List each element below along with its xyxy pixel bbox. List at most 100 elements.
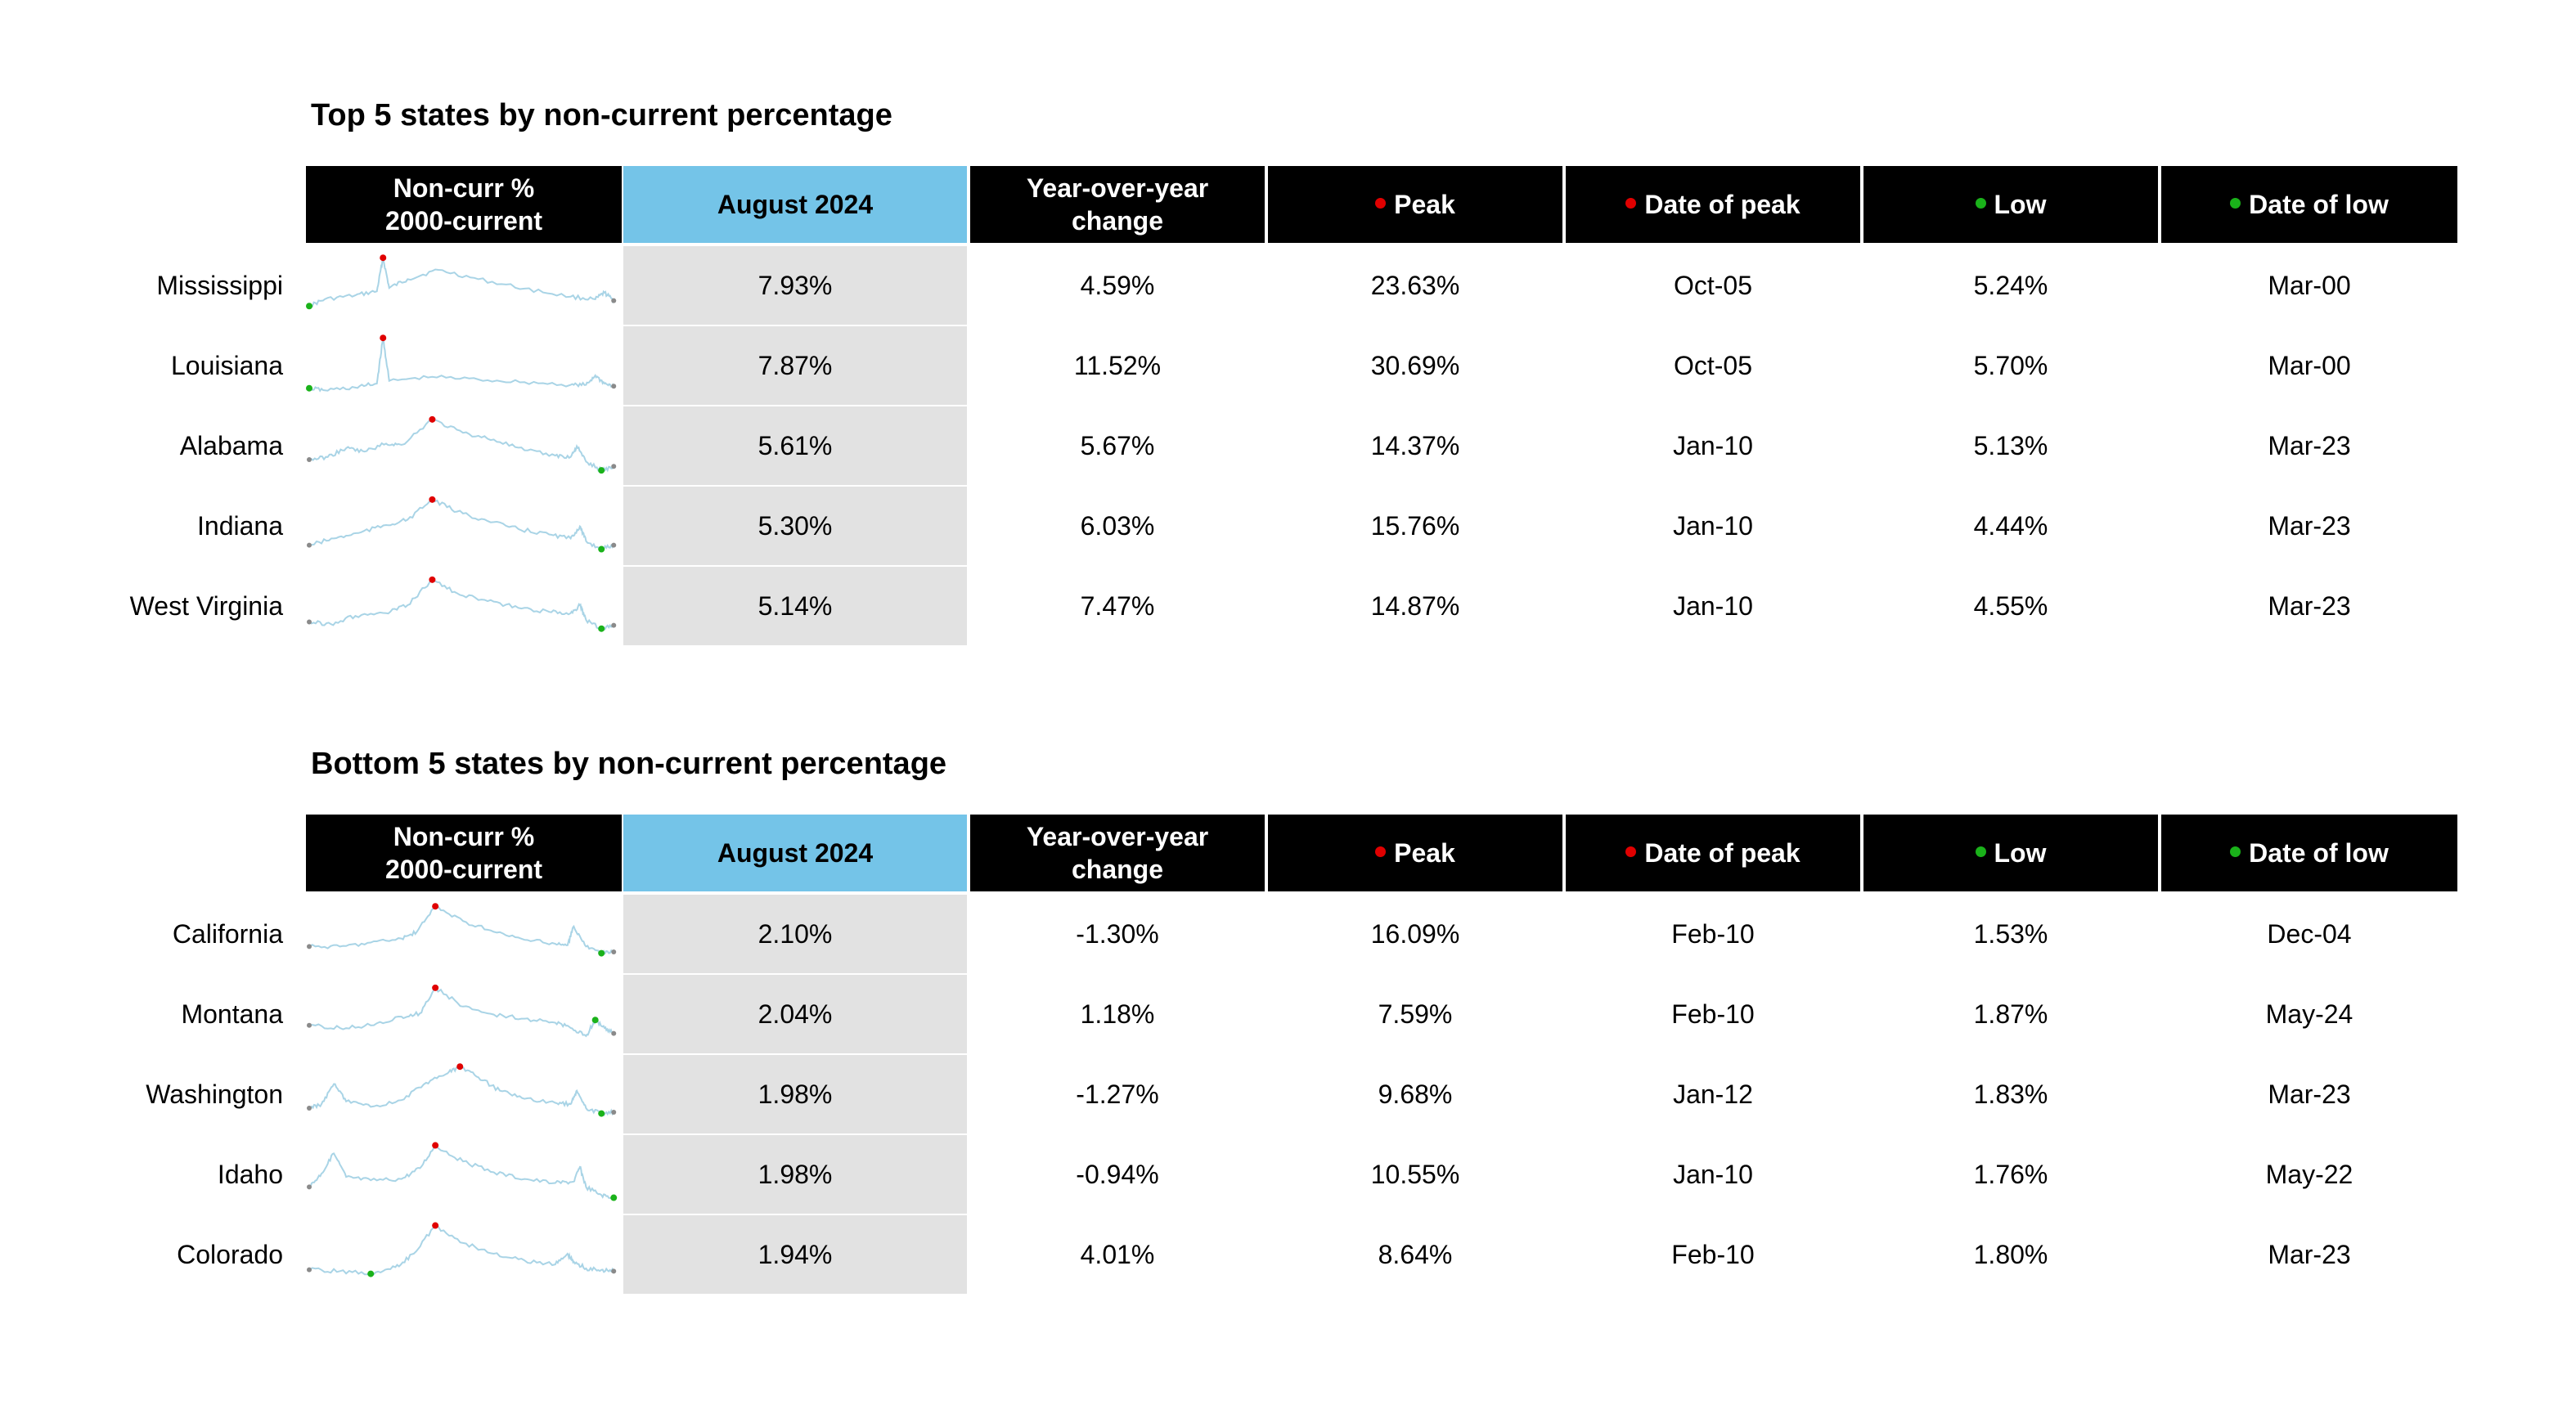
table-row: Louisiana 7.87% 11.52% 30.69% Oct-05 5.7… [0, 326, 2576, 405]
current-value: 1.98% [623, 1055, 967, 1133]
table-row: Colorado 1.94% 4.01% 8.64% Feb-10 1.80% … [0, 1215, 2576, 1294]
sparkline-series [308, 905, 614, 956]
sparkline-low-point [598, 625, 605, 632]
section-title: Top 5 states by non-current percentage [311, 98, 892, 132]
peak-value: 7.59% [1378, 999, 1453, 1029]
low-marker-icon [2230, 846, 2241, 857]
state-name: Idaho [217, 1160, 283, 1189]
yoy-value: -1.27% [1076, 1080, 1159, 1109]
table-row: Montana 2.04% 1.18% 7.59% Feb-10 1.87% M… [0, 975, 2576, 1053]
header-sparkline-line2: 2000-current [384, 855, 543, 884]
low-value: 1.87% [1973, 999, 2048, 1029]
yoy-value: 6.03% [1080, 511, 1155, 541]
sparkline [307, 576, 617, 632]
header-yoy: Year-over-year change [970, 815, 1265, 891]
sparkline-peak-point [432, 984, 439, 991]
table-row: California 2.10% -1.30% 16.09% Feb-10 1.… [0, 895, 2576, 973]
yoy-value: -0.94% [1076, 1160, 1159, 1189]
sparkline-low-point [598, 949, 605, 957]
peak-value: 9.68% [1378, 1080, 1453, 1109]
sparkline [307, 1222, 617, 1277]
sparkline-series [308, 986, 614, 1038]
sparkline-start-point [307, 457, 312, 463]
sparkline-start-point [307, 1106, 312, 1111]
state-name: Alabama [179, 431, 283, 460]
current-value: 2.04% [623, 975, 967, 1053]
peak-value: 14.37% [1370, 431, 1460, 460]
sparkline-peak-point [429, 576, 436, 583]
current-value: 5.14% [623, 567, 967, 645]
low-marker-icon [2230, 197, 2241, 209]
sparkline-start-point [307, 1184, 312, 1190]
peak-date: Feb-10 [1671, 1240, 1755, 1269]
peak-date: Oct-05 [1673, 351, 1753, 380]
sparkline-peak-point [432, 1222, 439, 1229]
sparkline-start-point [307, 1022, 312, 1028]
low-marker-icon [1975, 197, 1986, 209]
table-row: West Virginia 5.14% 7.47% 14.87% Jan-10 … [0, 567, 2576, 645]
sparkline-end-point [611, 1109, 617, 1115]
table-row: Washington 1.98% -1.27% 9.68% Jan-12 1.8… [0, 1055, 2576, 1133]
low-date: Dec-04 [2267, 919, 2352, 949]
table-row: Idaho 1.98% -0.94% 10.55% Jan-10 1.76% M… [0, 1135, 2576, 1214]
sparkline-peak-point [432, 903, 439, 910]
header-yoy: Year-over-year change [970, 166, 1265, 243]
low-date: Mar-23 [2268, 1080, 2351, 1109]
header-peak: Peak [1268, 166, 1562, 243]
yoy-value: 1.18% [1080, 999, 1155, 1029]
sparkline-series [308, 1224, 615, 1276]
header-yoy-line2: change [1071, 206, 1164, 236]
header-peak-label: Peak [1394, 838, 1455, 868]
header-sparkline: Non-curr % 2000-current [306, 166, 622, 243]
sparkline-series [308, 257, 614, 308]
table-row: Mississippi 7.93% 4.59% 23.63% Oct-05 5.… [0, 246, 2576, 325]
low-date: Mar-23 [2268, 591, 2351, 621]
header-yoy-line1: Year-over-year [1026, 822, 1209, 851]
sparkline-peak-point [432, 1142, 439, 1149]
peak-value: 30.69% [1370, 351, 1460, 380]
header-current-label: August 2024 [717, 838, 874, 868]
sparkline-end-point [611, 1030, 617, 1036]
yoy-value: 7.47% [1080, 591, 1155, 621]
sparkline-start-point [307, 619, 312, 625]
low-value: 5.70% [1973, 351, 2048, 380]
table-row: Indiana 5.30% 6.03% 15.76% Jan-10 4.44% … [0, 487, 2576, 565]
header-current: August 2024 [623, 815, 967, 891]
header-sparkline-line2: 2000-current [384, 206, 543, 236]
low-marker-icon [1975, 846, 1986, 857]
table-row: Alabama 5.61% 5.67% 14.37% Jan-10 5.13% … [0, 406, 2576, 485]
peak-marker-icon [1625, 197, 1637, 209]
low-date: May-22 [2265, 1160, 2353, 1189]
yoy-value: 4.59% [1080, 271, 1155, 300]
header-current: August 2024 [623, 166, 967, 243]
header-low: Low [1863, 166, 2158, 243]
low-date: Mar-00 [2268, 351, 2351, 380]
header-low-label: Low [1994, 838, 2047, 868]
sparkline [307, 415, 617, 474]
header-yoy-line1: Year-over-year [1026, 173, 1209, 203]
low-value: 5.24% [1973, 271, 2048, 300]
header-sparkline-line1: Non-curr % [393, 173, 535, 203]
sparkline-series [308, 498, 615, 552]
sparkline-peak-point [429, 496, 436, 503]
yoy-value: 4.01% [1080, 1240, 1155, 1269]
state-name: Colorado [177, 1240, 283, 1269]
header-current-label: August 2024 [717, 190, 874, 219]
sparkline-start-point [307, 542, 312, 548]
peak-value: 15.76% [1370, 511, 1460, 541]
state-name: Washington [146, 1080, 283, 1109]
sparkline-low-point [610, 1194, 618, 1201]
state-name: Mississippi [156, 271, 283, 300]
sparkline-low-point [591, 1017, 599, 1024]
yoy-value: -1.30% [1076, 919, 1159, 949]
header-date-of-low-label: Date of low [2249, 190, 2389, 219]
header-date-of-peak-label: Date of peak [1644, 190, 1801, 219]
low-value: 5.13% [1973, 431, 2048, 460]
peak-date: Jan-10 [1673, 1160, 1753, 1189]
sparkline-end-point [611, 542, 617, 548]
sparkline-low-point [306, 303, 312, 310]
sparkline [307, 496, 617, 553]
sparkline-end-point [611, 1268, 617, 1274]
sparkline-end-point [611, 464, 617, 469]
peak-value: 23.63% [1370, 271, 1460, 300]
